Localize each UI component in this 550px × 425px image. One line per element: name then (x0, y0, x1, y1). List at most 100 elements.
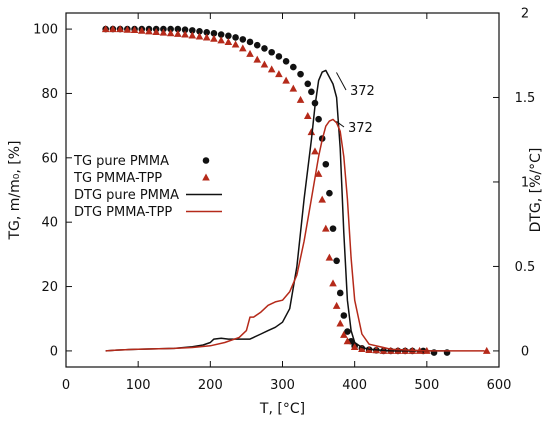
data-point (225, 32, 232, 40)
data-point (167, 25, 174, 33)
data-point (253, 41, 261, 49)
x-tick-label: 600 (487, 378, 512, 393)
data-point (203, 29, 211, 36)
legend-label: TG pure PMMA (73, 154, 169, 169)
y-right-tick-label: 0.5 (515, 260, 536, 275)
series-line (105, 69, 447, 352)
data-point (261, 45, 268, 52)
x-tick-label: 300 (270, 378, 295, 393)
data-point (307, 128, 316, 136)
y-axis-left-title: TG, m/m₀, [%] (7, 140, 23, 240)
data-point (304, 80, 312, 88)
data-point (296, 95, 305, 103)
data-point (308, 88, 315, 96)
data-point (343, 337, 352, 345)
data-point (224, 37, 233, 45)
data-point (181, 30, 189, 38)
x-tick-label: 500 (414, 378, 439, 393)
data-point (123, 25, 132, 33)
x-tick-label: 400 (342, 378, 367, 393)
data-point (290, 63, 297, 71)
data-point (344, 328, 351, 335)
data-point (350, 343, 359, 351)
data-point (315, 115, 322, 123)
y-left-tick-label: 20 (41, 280, 58, 295)
series-layer (101, 25, 491, 356)
data-point (268, 48, 275, 56)
data-point (246, 38, 254, 46)
y-axis-right-title: DTG, [%/°C] (528, 148, 544, 233)
peak-annotation-label: 372 (348, 121, 373, 136)
data-point (210, 29, 218, 37)
data-point (275, 70, 283, 78)
y-left-tick-label: 60 (41, 151, 58, 166)
data-point (482, 346, 491, 354)
data-point (202, 33, 211, 41)
y-right-tick-label: 1 (521, 175, 529, 190)
data-point (322, 224, 330, 232)
legend-marker-circle (202, 157, 210, 164)
data-point (101, 25, 110, 33)
data-point (325, 253, 334, 261)
y-right-tick-label: 2 (521, 7, 529, 22)
data-point (152, 27, 161, 35)
data-point (329, 279, 337, 287)
data-point (239, 44, 247, 52)
data-point (314, 169, 323, 177)
data-point (267, 65, 276, 73)
data-point (332, 301, 341, 309)
data-point (217, 31, 225, 38)
data-point (336, 289, 344, 297)
y-right-tick-label: 1.5 (515, 91, 536, 106)
data-point (188, 31, 197, 39)
x-tick-label: 200 (198, 378, 223, 393)
data-point (232, 34, 239, 41)
data-point (253, 55, 262, 63)
annotations-layer: 372 372 (336, 72, 375, 136)
y-left-tick-label: 80 (41, 87, 58, 102)
data-point (137, 26, 146, 34)
data-point (311, 147, 319, 155)
data-point (116, 25, 124, 33)
data-point (231, 40, 240, 48)
legend-label: DTG PMMA-TPP (74, 205, 172, 220)
data-point (246, 49, 254, 57)
data-point (322, 160, 330, 168)
data-point (336, 319, 345, 327)
data-point (326, 189, 333, 197)
data-point (217, 36, 225, 44)
data-point (109, 25, 117, 33)
data-point (333, 257, 340, 265)
data-point (318, 195, 326, 203)
data-point (275, 53, 283, 60)
data-point (297, 70, 304, 78)
data-point (159, 28, 168, 36)
ticks-layer: 0 100 200 300 400 500 600 0 20 40 60 80 100 0 0.5 1 1.5 2 (33, 7, 535, 394)
data-point (282, 57, 290, 65)
data-point (303, 111, 312, 119)
series-line (105, 118, 485, 352)
data-point (166, 29, 175, 37)
data-point (181, 26, 189, 34)
y-left-tick-label: 0 (50, 344, 58, 359)
data-point (239, 36, 247, 43)
data-point (174, 25, 182, 33)
legend-label: TG PMMA-TPP (73, 171, 162, 186)
data-point (195, 32, 204, 40)
data-point (260, 60, 269, 68)
annotation-leader (336, 72, 347, 91)
data-point (188, 27, 196, 34)
data-point (174, 29, 182, 37)
peak-annotation-label: 372 (350, 84, 375, 99)
annotation-leader (336, 121, 345, 128)
data-point (340, 330, 348, 338)
legend: TG pure PMMA TG PMMA-TPP DTG pure PMMA DTG … (73, 154, 222, 220)
legend-marker-triangle (202, 173, 210, 181)
data-point (130, 26, 139, 34)
x-tick-label: 100 (126, 378, 151, 393)
y-right-tick-label: 0 (521, 344, 529, 359)
y-left-tick-label: 100 (33, 23, 58, 38)
legend-label: DTG pure PMMA (74, 188, 179, 203)
